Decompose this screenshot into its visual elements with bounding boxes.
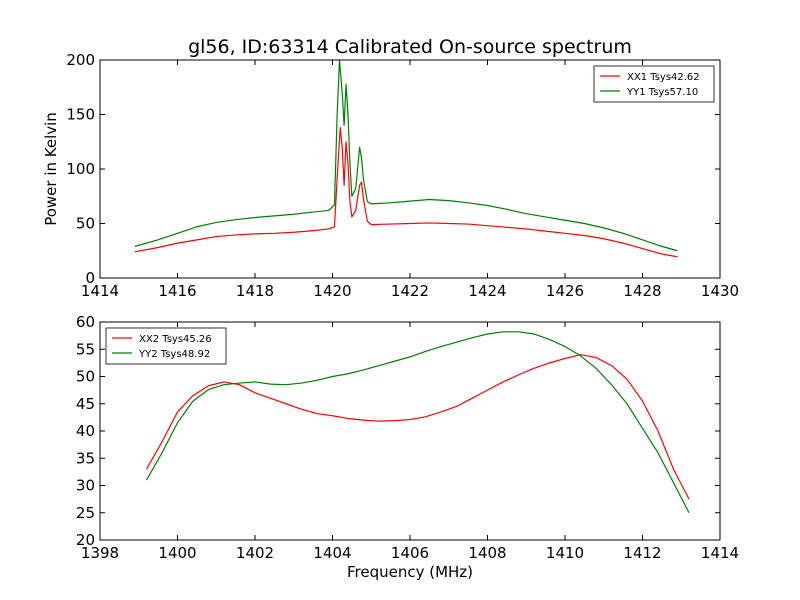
y-tick-label: 0 bbox=[85, 269, 95, 287]
y-tick-label: 25 bbox=[76, 504, 95, 522]
x-tick-label: 1398 bbox=[81, 544, 119, 562]
y-tick-label: 20 bbox=[76, 531, 95, 549]
chart-title: gl56, ID:63314 Calibrated On-source spec… bbox=[188, 36, 632, 58]
x-tick-label: 1422 bbox=[391, 282, 429, 300]
x-tick-label: 1426 bbox=[546, 282, 584, 300]
x-tick-label: 1428 bbox=[623, 282, 661, 300]
y-tick-label: 60 bbox=[76, 313, 95, 331]
x-tick-label: 1418 bbox=[236, 282, 274, 300]
y-tick-label: 50 bbox=[76, 215, 95, 233]
y-tick-label: 40 bbox=[76, 422, 95, 440]
y-tick-label: 100 bbox=[66, 160, 95, 178]
series-line-2 bbox=[145, 331, 690, 514]
x-tick-label: 1430 bbox=[701, 282, 739, 300]
x-tick-label: 1414 bbox=[81, 282, 119, 300]
x-tick-label: 1402 bbox=[236, 544, 274, 562]
series-line-1 bbox=[145, 354, 690, 500]
x-tick-label: 1400 bbox=[158, 544, 196, 562]
x-axis-label: Frequency (MHz) bbox=[347, 563, 473, 581]
top-panel: 1414 1416 1418 1420 1422 1424 1426 1428 1430 0 50 1… bbox=[66, 51, 739, 300]
y-axis-label: Power in Kelvin bbox=[42, 112, 60, 226]
y-tick-label: 200 bbox=[66, 51, 95, 69]
x-tick-label: 1408 bbox=[468, 544, 506, 562]
bottom-panel: 1398 1400 1402 1404 1406 1408 1410 1412 1414 20 25… bbox=[76, 313, 739, 562]
legend-box bbox=[593, 65, 715, 103]
y-tick-label: 50 bbox=[76, 368, 95, 386]
y-tick-label: 150 bbox=[66, 106, 95, 124]
legend-label: XX1 Tsys42.62 bbox=[627, 72, 700, 83]
x-tick-label: 1414 bbox=[701, 544, 739, 562]
legend-box bbox=[105, 327, 227, 365]
y-tick-label: 30 bbox=[76, 477, 95, 495]
y-tick-label: 35 bbox=[76, 449, 95, 467]
legend: XX2 Tsys45.26 YY2 Tsys48.92 bbox=[105, 327, 227, 365]
legend: XX1 Tsys42.62 YY1 Tsys57.10 bbox=[593, 65, 715, 103]
y-tick-label: 55 bbox=[76, 340, 95, 358]
series-line-1 bbox=[134, 126, 678, 258]
legend-label: XX2 Tsys45.26 bbox=[139, 334, 212, 345]
x-tick-label: 1416 bbox=[158, 282, 196, 300]
x-tick-label: 1404 bbox=[313, 544, 351, 562]
legend-label: YY2 Tsys48.92 bbox=[138, 349, 210, 360]
series-line-2 bbox=[134, 59, 678, 252]
x-tick-label: 1412 bbox=[623, 544, 661, 562]
x-tick-label: 1406 bbox=[391, 544, 429, 562]
y-tick-label: 45 bbox=[76, 395, 95, 413]
x-tick-label: 1420 bbox=[313, 282, 351, 300]
legend-label: YY1 Tsys57.10 bbox=[626, 87, 698, 98]
x-tick-label: 1424 bbox=[468, 282, 506, 300]
x-tick-label: 1410 bbox=[546, 544, 584, 562]
